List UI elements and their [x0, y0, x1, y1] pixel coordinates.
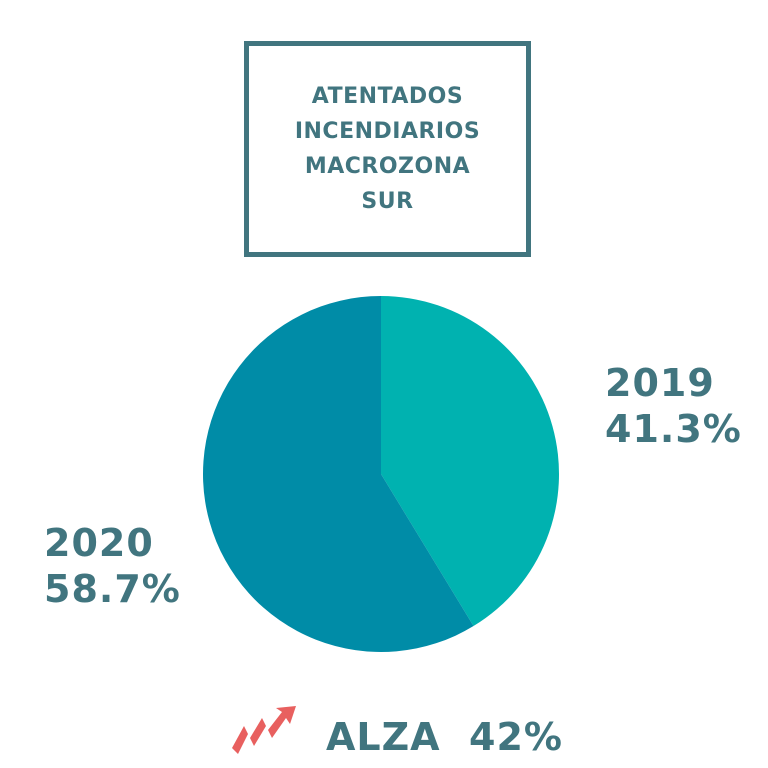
slice-name-2020: 2020	[44, 521, 154, 565]
slice-label-2019: 2019 41.3%	[605, 360, 742, 452]
title-line-3: MACROZONA	[304, 154, 471, 179]
footer: ALZA 42%	[230, 690, 563, 760]
title-line-1: ATENTADOS	[311, 84, 464, 109]
trend-up-arrow-icon	[232, 706, 296, 754]
slice-percent-2019: 41.3%	[605, 407, 742, 451]
slice-name-2019: 2019	[605, 361, 715, 405]
slice-percent-2020: 58.7%	[44, 567, 181, 611]
chart-title: ATENTADOS INCENDIARIOS MACROZONA SUR	[268, 79, 508, 219]
title-box: ATENTADOS INCENDIARIOS MACROZONA SUR	[244, 41, 531, 257]
pie-slice-2019	[381, 296, 559, 627]
pie-slice-2020	[203, 296, 474, 652]
title-line-4: SUR	[361, 189, 414, 214]
slice-label-2020: 2020 58.7%	[44, 520, 181, 612]
title-line-2: INCENDIARIOS	[294, 119, 481, 144]
footer-text: ALZA 42%	[326, 715, 563, 759]
